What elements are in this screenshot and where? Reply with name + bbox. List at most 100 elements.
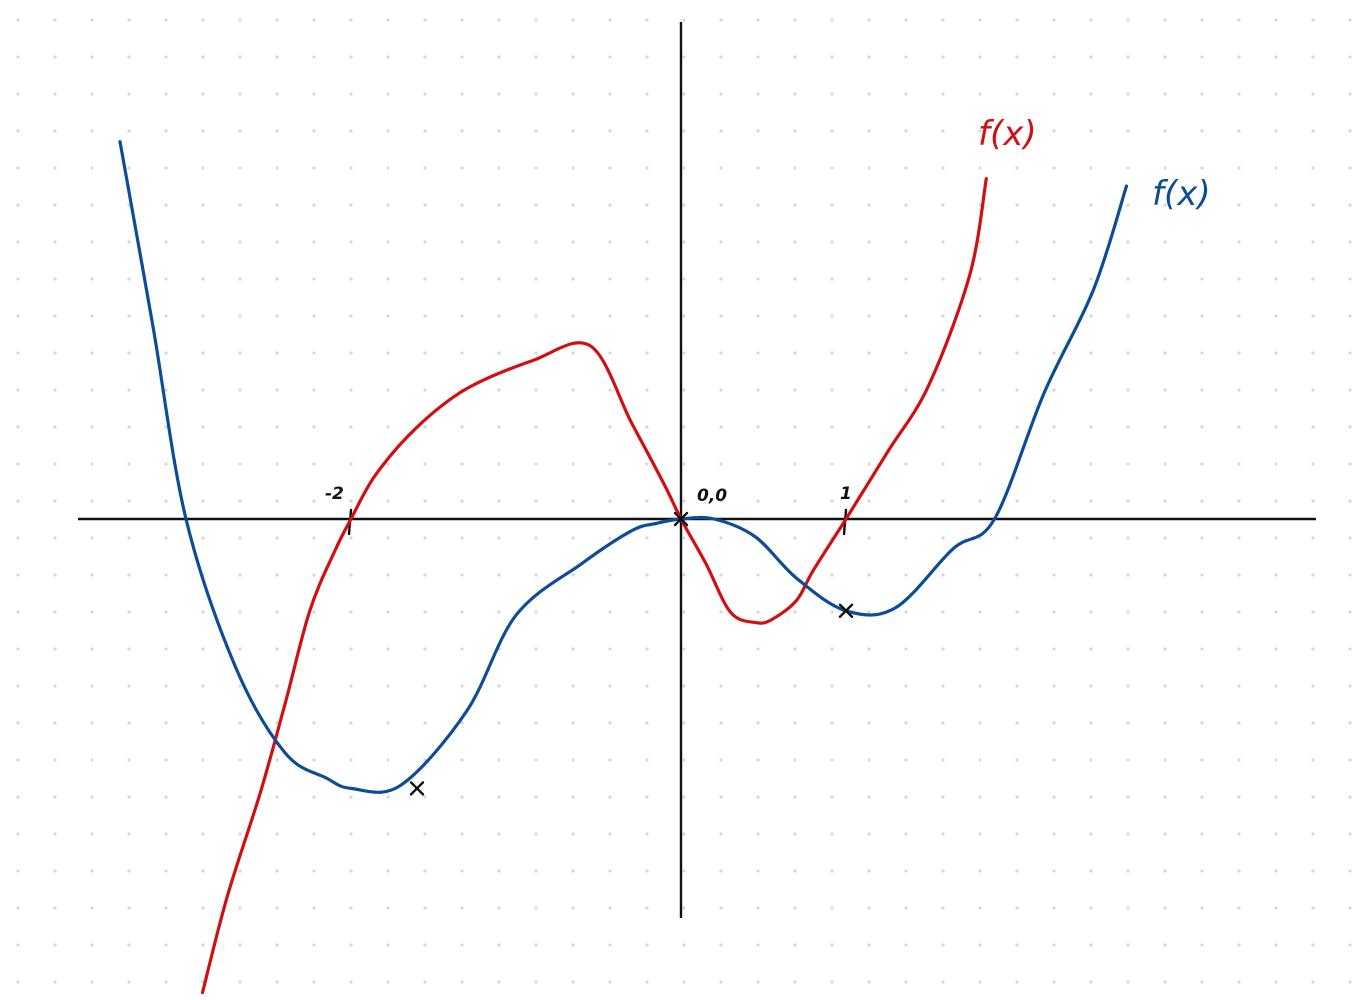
grid-dot [238,758,242,762]
grid-dot [1126,610,1130,614]
grid-dot [497,721,501,725]
grid-dot [16,499,20,503]
grid-dot [608,758,612,762]
grid-dot [830,943,834,947]
grid-dot [1237,573,1241,577]
grid-dot [1015,499,1019,503]
grid-dot [90,425,94,429]
grid-dot [1163,129,1167,133]
grid-dot [571,129,575,133]
grid-dot [608,536,612,540]
grid-dot [719,980,723,984]
grid-dot [904,980,908,984]
grid-dot [238,869,242,873]
grid-dot [830,758,834,762]
grid-dot [793,18,797,22]
grid-dot [978,388,982,392]
grid-dot [830,499,834,503]
grid-dot [1200,684,1204,688]
grid-dot [1200,906,1204,910]
grid-dot [830,425,834,429]
grid-dot [719,573,723,577]
grid-dot [534,647,538,651]
grid-dot [645,573,649,577]
grid-dot [423,129,427,133]
grid-dot [645,943,649,947]
grid-dot [16,388,20,392]
grid-dot [275,832,279,836]
grid-dot [201,277,205,281]
grid-dot [90,499,94,503]
grid-dot [349,351,353,355]
grid-dot [497,314,501,318]
grid-dot [127,388,131,392]
grid-dot [1163,240,1167,244]
grid-dot [904,166,908,170]
grid-dot [16,906,20,910]
grid-dot [1348,980,1352,984]
grid-dot [201,203,205,207]
grid-dot [164,536,168,540]
grid-dot [1163,425,1167,429]
grid-dot [571,721,575,725]
grid-dot [201,351,205,355]
grid-dot [1200,832,1204,836]
markers [409,511,854,796]
grid-dot [978,351,982,355]
grid-dot [1015,92,1019,96]
grid-dot [386,980,390,984]
grid-dot [1126,240,1130,244]
grid-dot [164,906,168,910]
grid-dot [16,425,20,429]
grid-dot [90,906,94,910]
grid-dot [571,462,575,466]
grid-dot [460,906,464,910]
grid-dot [164,943,168,947]
grid-dot [1015,351,1019,355]
grid-dot [1052,18,1056,22]
grid-dot [164,166,168,170]
grid-dot [349,684,353,688]
grid-dot [312,18,316,22]
grid-dot [1163,869,1167,873]
grid-dot [275,203,279,207]
grid-dot [1089,573,1093,577]
grid-dot [1163,758,1167,762]
grid-dot [793,980,797,984]
grid-dot [312,647,316,651]
grid-dot [682,795,686,799]
grid-dot [386,92,390,96]
grid-dot [386,129,390,133]
grid-dot [830,92,834,96]
grid-dot [238,92,242,96]
grid-dot [941,573,945,577]
grid-dot [1200,314,1204,318]
red-curve [200,177,988,995]
grid-dot [164,869,168,873]
grid-dot [90,388,94,392]
grid-dot [53,832,57,836]
grid-dot [978,647,982,651]
grid-dot [645,92,649,96]
grid-dot [1126,499,1130,503]
grid-dot [1089,277,1093,281]
grid-dot [164,499,168,503]
grid-dot [1348,240,1352,244]
grid-dot [793,684,797,688]
grid-dot [904,647,908,651]
grid-dot [571,314,575,318]
grid-dot [1015,832,1019,836]
grid-dot [830,351,834,355]
grid-dot [793,166,797,170]
grid-dot [423,536,427,540]
grid-dot [201,647,205,651]
grid-dot [1311,18,1315,22]
grid-dot [867,943,871,947]
grid-dot [1200,351,1204,355]
grid-dot [1015,314,1019,318]
grid-dot [1274,943,1278,947]
grid-dot [1200,869,1204,873]
grid-dot [349,721,353,725]
grid-dot [1163,980,1167,984]
grid-dot [164,573,168,577]
